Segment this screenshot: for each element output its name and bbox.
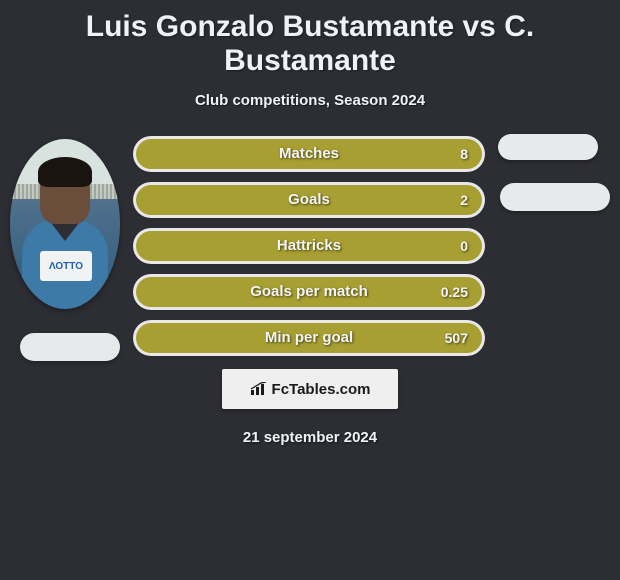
stat-label: Goals per match bbox=[136, 277, 482, 307]
stat-value: 8 bbox=[460, 139, 468, 169]
brand-box: FcTables.com bbox=[222, 369, 398, 409]
stat-value: 0 bbox=[460, 231, 468, 261]
sponsor-text: ΛΟΤΤΟ bbox=[40, 251, 92, 281]
subtitle: Club competitions, Season 2024 bbox=[0, 92, 620, 109]
stat-row: Min per goal 507 bbox=[136, 323, 482, 353]
stat-label: Hattricks bbox=[136, 231, 482, 261]
stat-row: Goals per match 0.25 bbox=[136, 277, 482, 307]
stat-label: Min per goal bbox=[136, 323, 482, 353]
date-text: 21 september 2024 bbox=[0, 429, 620, 446]
stat-row: Goals 2 bbox=[136, 185, 482, 215]
player-right-name-pill-a bbox=[498, 134, 598, 160]
stat-label: Goals bbox=[136, 185, 482, 215]
stats-bars: Matches 8 Goals 2 Hattricks 0 Goals per … bbox=[136, 139, 482, 353]
player-left-avatar: ΛΟΤΤΟ bbox=[10, 139, 120, 309]
brand-text: FcTables.com bbox=[272, 381, 371, 398]
player-left-name-pill bbox=[20, 333, 120, 361]
comparison-block: ΛΟΤΤΟ Matches 8 Goals 2 Hattricks 0 Goal… bbox=[0, 139, 620, 353]
stat-value: 507 bbox=[445, 323, 468, 353]
player-right-name-pill-b bbox=[500, 183, 610, 211]
bar-chart-icon bbox=[250, 382, 268, 396]
stat-value: 0.25 bbox=[441, 277, 468, 307]
stat-row: Hattricks 0 bbox=[136, 231, 482, 261]
stat-value: 2 bbox=[460, 185, 468, 215]
stat-row: Matches 8 bbox=[136, 139, 482, 169]
page-title: Luis Gonzalo Bustamante vs C. Bustamante bbox=[0, 0, 620, 78]
stat-label: Matches bbox=[136, 139, 482, 169]
